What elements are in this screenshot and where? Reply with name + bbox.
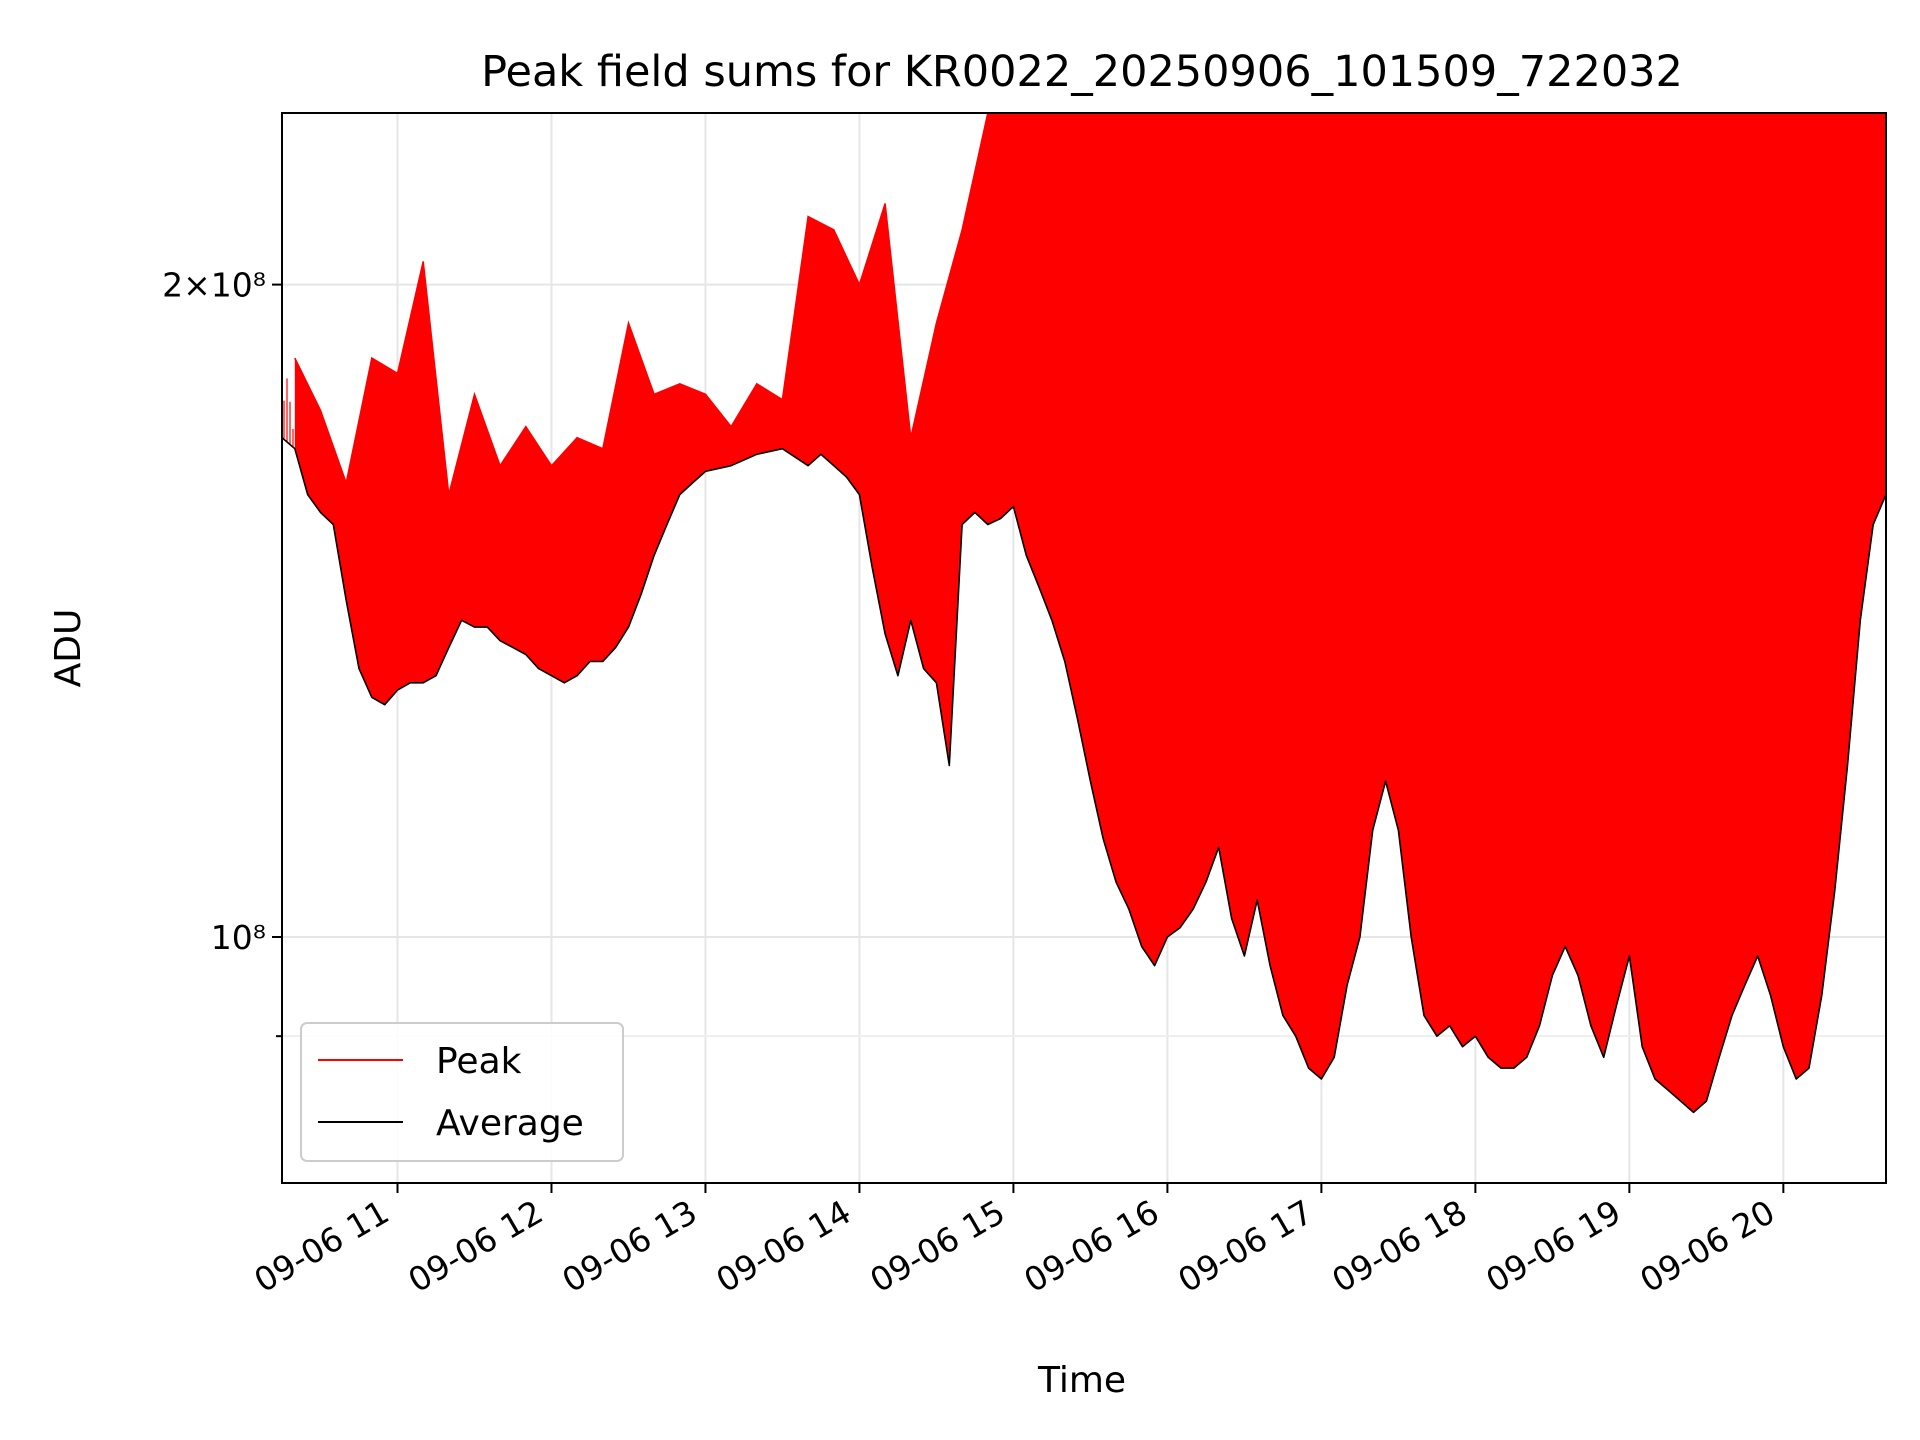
legend-average-label: Average xyxy=(436,1103,584,1144)
plot-frame xyxy=(281,112,1887,1184)
legend-peak-label: Peak xyxy=(436,1041,522,1082)
y-tick-label: 2×10⁸ xyxy=(162,266,266,305)
peak-spikes-layer xyxy=(283,115,1884,1112)
legend-box xyxy=(300,1022,624,1162)
legend: Peak Average xyxy=(300,1022,624,1162)
peak-area-layer xyxy=(294,113,1886,1113)
y-tick-label: 10⁸ xyxy=(211,918,266,957)
x-axis-label: Time xyxy=(1037,1360,1126,1401)
chart-title: Peak field sums for KR0022_20250906_1015… xyxy=(481,47,1683,97)
average-series-line xyxy=(281,436,1887,1114)
y-axis-label: ADU xyxy=(48,609,89,688)
peak-spike-series xyxy=(283,115,1884,1112)
peak-envelope-area xyxy=(294,113,1886,1113)
